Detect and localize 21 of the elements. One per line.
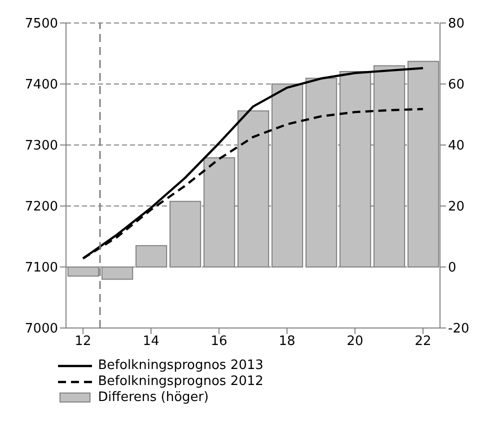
y2-tick-label: 0 — [448, 260, 456, 276]
y2-tick-label: 80 — [448, 16, 465, 32]
y2-tick-label: 20 — [448, 200, 465, 215]
y-tick-label: 7100 — [24, 260, 58, 276]
y-tick-label: 7500 — [24, 16, 58, 32]
y-tick-label: 7300 — [24, 138, 58, 154]
y2-tick-label: 60 — [448, 78, 465, 93]
x-tick-label: 18 — [278, 334, 296, 350]
x-tick-label: 12 — [74, 334, 92, 350]
x-tick-label: 22 — [414, 334, 432, 350]
x-tick-label: 14 — [142, 334, 160, 350]
y-tick-label: 7200 — [24, 200, 58, 215]
legend-label: Differens (höger) — [98, 390, 209, 406]
y2-tick-label: 40 — [448, 138, 465, 154]
y2-tick-label: -20 — [448, 322, 470, 337]
legend-label: Befolkningsprognos 2012 — [98, 374, 264, 390]
y-tick-label: 7400 — [24, 78, 58, 93]
x-tick-label: 16 — [210, 334, 228, 350]
x-tick-label: 20 — [346, 334, 364, 350]
y-tick-label: 7000 — [24, 322, 58, 337]
legend-label: Befolkningsprognos 2013 — [98, 358, 264, 374]
